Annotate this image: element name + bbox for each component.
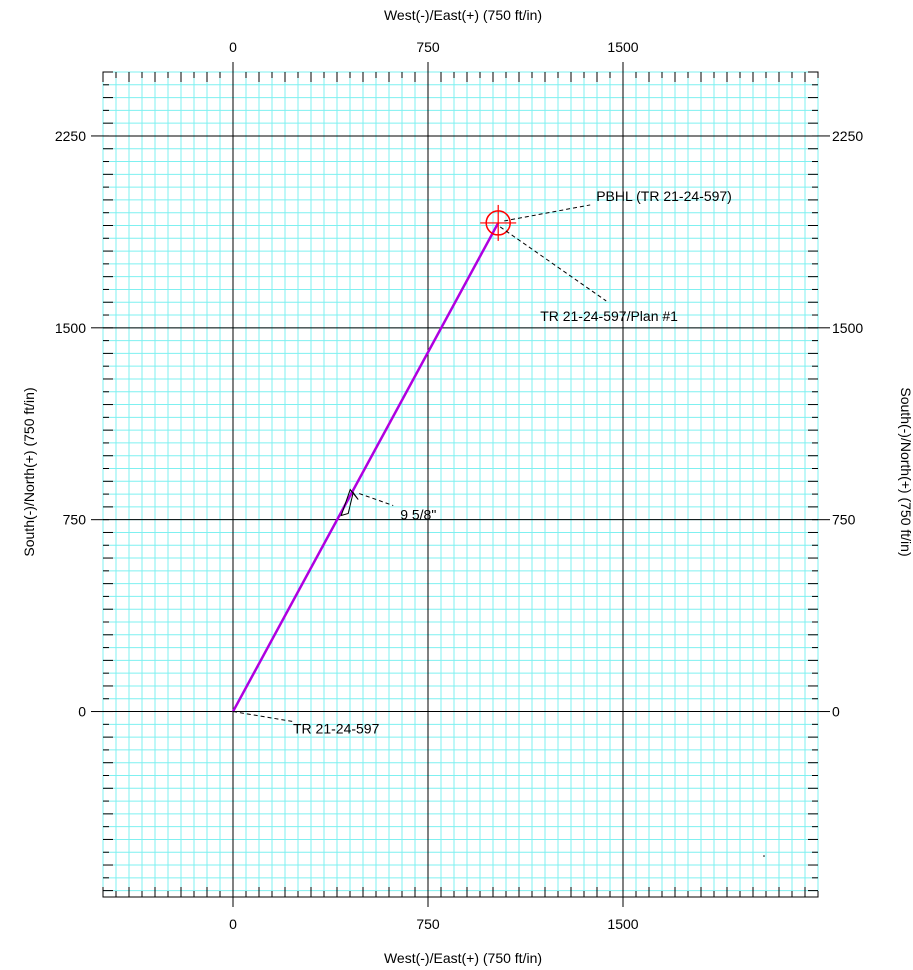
casing-label: 9 5/8" <box>400 507 436 523</box>
y-tick-label-left: 1500 <box>55 320 86 336</box>
x-tick-label-top: 1500 <box>607 39 638 55</box>
x-tick-label-bottom: 1500 <box>607 916 638 932</box>
series-layer <box>231 222 500 713</box>
y-tick-label-right: 1500 <box>832 320 863 336</box>
major-grid <box>103 72 818 897</box>
surface-leader-line <box>232 711 294 723</box>
plot-background <box>102 71 819 898</box>
y-tick-label-right: 2250 <box>832 128 863 144</box>
y-tick-label-left: 0 <box>78 704 86 720</box>
surface-location-label: TR 21-24-597 <box>293 721 380 737</box>
y-tick-label-left: 750 <box>63 512 87 528</box>
well-path-line <box>231 222 500 713</box>
x-axis-title-top: West(-)/East(+) (750 ft/in) <box>384 7 542 23</box>
y-axis-title-right: South(-)/North(+) (750 ft/in) <box>898 387 913 556</box>
casing-leader-line <box>359 493 394 507</box>
y-tick-label-right: 750 <box>832 512 856 528</box>
y-tick-label-right: 0 <box>832 704 840 720</box>
plan-label: TR 21-24-597/Plan #1 <box>540 308 678 324</box>
annotation-layer: TR 21-24-597 9 5/8" PBHL (TR 21-24-597) TR … <box>232 188 765 857</box>
x-tick-label-top: 0 <box>229 39 237 55</box>
x-axis-title-bottom: West(-)/East(+) (750 ft/in) <box>384 950 542 966</box>
x-tick-label-bottom: 750 <box>416 916 440 932</box>
casing-marker <box>340 488 359 517</box>
tick-labels: 0 0 750 750 1500 1500 0 0 750 750 1500 1500 2250 2250 <box>55 39 864 932</box>
x-tick-label-top: 750 <box>416 39 440 55</box>
plan-leader-line <box>499 226 607 302</box>
stray-dot <box>763 855 765 857</box>
tick-marks <box>91 62 830 907</box>
target-leader-line <box>504 204 591 222</box>
target-label: PBHL (TR 21-24-597) <box>596 188 732 204</box>
y-axis-title-left: South(-)/North(+) (750 ft/in) <box>21 387 37 556</box>
x-tick-label-bottom: 0 <box>229 916 237 932</box>
y-tick-label-left: 2250 <box>55 128 86 144</box>
